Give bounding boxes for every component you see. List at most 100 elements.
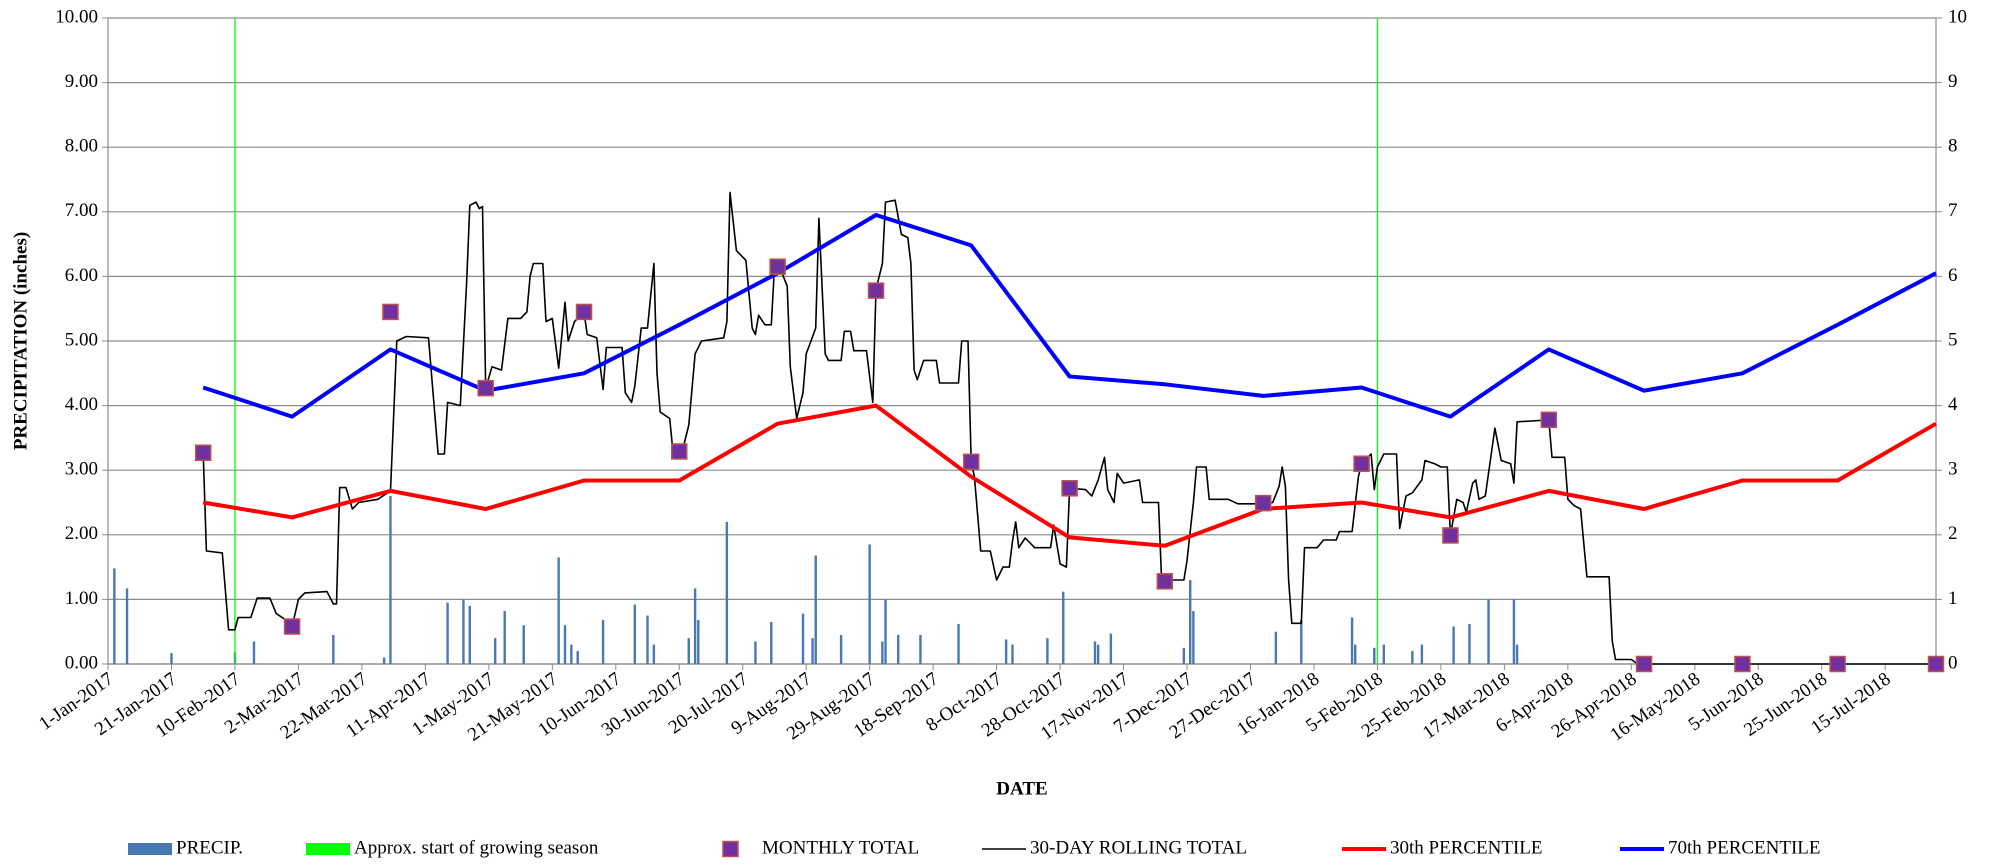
precip-bar — [557, 557, 560, 664]
y2-tick-label: 9 — [1948, 71, 1958, 92]
precip-bar — [468, 605, 471, 664]
precip-bar — [897, 634, 900, 664]
legend-label: MONTHLY TOTAL — [762, 837, 919, 858]
y-tick-label: 8.00 — [65, 136, 98, 157]
y2-tick-label: 10 — [1948, 6, 1967, 27]
y2-tick-label: 2 — [1948, 523, 1958, 544]
monthly-marker — [769, 258, 786, 275]
monthly-marker — [1254, 494, 1272, 512]
y2-tick-label: 8 — [1948, 136, 1958, 157]
y-tick-label: 5.00 — [65, 329, 98, 350]
precip-bar — [462, 599, 465, 664]
y2-tick-label: 0 — [1948, 652, 1958, 673]
y2-tick-label: 1 — [1948, 588, 1958, 609]
monthly-marker — [867, 282, 885, 299]
y-tick-label: 0.00 — [65, 652, 98, 673]
monthly-marker — [1442, 527, 1459, 544]
precip-bar — [1093, 641, 1097, 664]
series-line — [202, 403, 1937, 548]
precip-bar — [693, 588, 697, 664]
x-axis-label: DATE — [996, 778, 1047, 799]
y-tick-label: 3.00 — [65, 459, 98, 480]
precip-bar — [1182, 647, 1186, 664]
precip-bar — [811, 638, 814, 664]
monthly-marker — [962, 453, 980, 471]
legend-label: 30-DAY ROLLING TOTAL — [1030, 837, 1247, 858]
monthly-marker — [194, 444, 212, 462]
monthly-marker — [1927, 655, 1945, 673]
precip-bar — [814, 555, 817, 664]
precip-bar — [493, 638, 497, 664]
y-tick-label: 9.00 — [65, 71, 98, 92]
precip-bar — [1062, 591, 1065, 664]
y2-tick-label: 7 — [1948, 200, 1958, 221]
precip-bar — [252, 641, 256, 664]
precip-bar — [881, 641, 884, 664]
precip-bar — [563, 625, 567, 664]
precip-bar — [839, 634, 843, 664]
precip-bar — [113, 568, 116, 664]
precip-bar — [1487, 599, 1490, 664]
legend-swatch — [306, 843, 350, 855]
precip-bar — [868, 544, 871, 664]
precip-bar — [697, 620, 700, 664]
y2-tick-label: 5 — [1948, 329, 1958, 350]
precip-bar — [957, 623, 960, 664]
precip-bar — [1468, 623, 1471, 664]
precip-bar — [601, 620, 605, 664]
monthly-marker — [283, 618, 301, 635]
y-tick-label: 6.00 — [65, 265, 98, 286]
y-tick-label: 7.00 — [65, 200, 98, 221]
y-tick-label: 2.00 — [65, 523, 98, 544]
monthly-marker — [1156, 573, 1174, 590]
precip-bar — [1189, 580, 1192, 664]
precip-bar — [725, 521, 729, 664]
y-tick-label: 1.00 — [65, 588, 98, 609]
precip-bar — [1350, 617, 1354, 664]
y-tick-label: 4.00 — [65, 394, 98, 415]
precip-bar — [1382, 644, 1385, 664]
precip-bar — [1515, 644, 1519, 664]
precip-bar — [1354, 644, 1357, 664]
precip-bar — [1096, 644, 1100, 664]
monthly-marker — [1734, 655, 1751, 673]
precip-bar — [170, 653, 173, 664]
precip-bar — [801, 613, 805, 664]
series-line — [202, 213, 1937, 419]
precip-bar — [919, 634, 922, 664]
legend-label: 70th PERCENTILE — [1668, 837, 1821, 858]
monthly-marker — [1635, 655, 1653, 673]
precip-bar — [503, 611, 506, 664]
legend-label: PRECIP. — [176, 837, 243, 858]
legend-label: 30th PERCENTILE — [1390, 837, 1543, 858]
precip-bar — [1004, 639, 1008, 664]
monthly-marker — [1353, 455, 1370, 472]
y-tick-label: 10.00 — [55, 6, 98, 27]
y2-tick-label: 3 — [1948, 459, 1958, 480]
monthly-marker — [1061, 480, 1078, 497]
precip-bar — [570, 644, 573, 664]
precip-bar — [1274, 631, 1278, 664]
precip-bar — [125, 588, 129, 664]
y-axis-label: PRECIPITATION (inches) — [10, 232, 31, 450]
precip-bar — [770, 622, 773, 664]
monthly-marker — [477, 379, 494, 397]
series-line — [202, 191, 1936, 665]
precip-bar — [446, 602, 449, 664]
monthly-marker — [382, 303, 399, 321]
precip-bar — [389, 496, 392, 664]
precip-bar — [1420, 644, 1424, 664]
precip-bar — [1373, 647, 1376, 664]
precip-bar — [884, 599, 887, 664]
precip-bar — [646, 615, 649, 664]
monthly-marker — [575, 303, 593, 321]
precip-bar — [1046, 638, 1049, 664]
precip-bar — [522, 625, 525, 664]
precip-bar — [1411, 651, 1414, 664]
precip-bar — [576, 651, 579, 664]
legend-label: Approx. start of growing season — [354, 837, 599, 858]
legend-swatch — [128, 843, 172, 855]
y2-tick-label: 6 — [1948, 265, 1958, 286]
precip-bar — [687, 638, 690, 664]
